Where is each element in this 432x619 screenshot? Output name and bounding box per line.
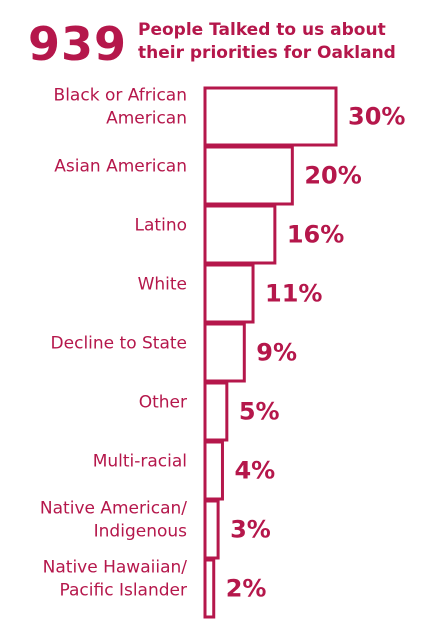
bar — [203, 558, 216, 619]
bar — [203, 381, 229, 442]
bar — [203, 322, 246, 383]
header: 939 People Talked to us about their prio… — [0, 0, 432, 80]
category-label: Native Hawaiian/Pacific Islander — [43, 558, 188, 601]
category-label: Multi-racial — [93, 452, 187, 472]
category-label: Black or African American — [54, 86, 187, 129]
category-label: Decline to State — [51, 334, 187, 354]
bar — [203, 145, 294, 206]
headline-line-1: People Talked to us about — [138, 20, 386, 40]
value-label: 20% — [304, 162, 361, 190]
bar — [203, 86, 338, 147]
value-label: 4% — [234, 457, 275, 485]
category-label: White — [138, 275, 187, 295]
category-label: Native American/Indigenous — [40, 499, 187, 542]
value-label: 2% — [226, 575, 267, 603]
category-label: Other — [139, 393, 187, 413]
bar — [203, 440, 224, 501]
bar — [203, 263, 255, 324]
value-label: 5% — [239, 398, 280, 426]
category-label: Asian American — [54, 157, 187, 177]
category-label: Latino — [135, 216, 187, 236]
headline-line-2: their priorities for Oakland — [138, 43, 396, 63]
headline: People Talked to us about their prioriti… — [138, 19, 428, 65]
value-label: 16% — [287, 221, 344, 249]
value-label: 11% — [265, 280, 322, 308]
value-label: 3% — [230, 516, 271, 544]
bar — [203, 499, 220, 560]
respondent-count: 939 — [28, 17, 128, 71]
value-label: 30% — [348, 103, 405, 131]
value-label: 9% — [256, 339, 297, 367]
bar — [203, 204, 277, 265]
